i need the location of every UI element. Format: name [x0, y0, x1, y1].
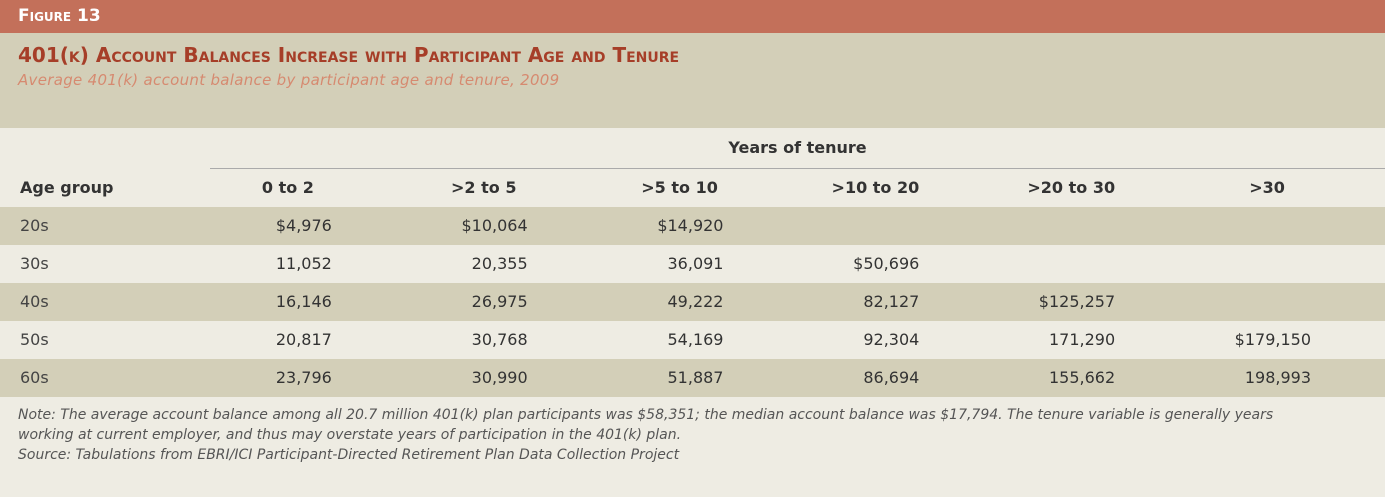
- column-header: 0 to 2: [261, 178, 314, 197]
- header-row: Age group 0 to 2 >2 to 5 >5 to 10 >10 to 20 >…: [0, 168, 1385, 207]
- figure-label: Figure 13: [0, 0, 1385, 33]
- cell: 82,127: [863, 292, 920, 311]
- source: Source: Tabulations from EBRI/ICI Partic…: [18, 446, 680, 463]
- table-row: 20s $4,976 $10,064 $14,920: [0, 206, 1385, 245]
- empty-cell: [993, 245, 1189, 283]
- table-body: 20s $4,976 $10,064 $14,920 30s 11,052 20,355 36…: [0, 206, 1385, 397]
- cell: $125,257: [1038, 292, 1116, 311]
- note: Note: The average account balance among …: [18, 406, 1274, 443]
- title: 401(k) Account Balances Increase with Pa…: [18, 43, 680, 67]
- footer: Note: The average account balance among …: [0, 397, 1385, 473]
- column-header: >5 to 10: [641, 178, 718, 197]
- cell: 11,052: [275, 254, 332, 273]
- row-label: 60s: [20, 368, 49, 387]
- column-header: >20 to 30: [1027, 178, 1116, 197]
- cell: 51,887: [667, 368, 724, 387]
- cell: $14,920: [657, 216, 724, 235]
- cell: 16,146: [275, 292, 332, 311]
- table-row: 60s 23,796 30,990 51,887 86,694 155,662 198,99…: [0, 358, 1385, 397]
- column-header: >30: [1249, 178, 1285, 197]
- subtitle: Average 401(k) account balance by partic…: [18, 71, 560, 89]
- empty-cell: [993, 207, 1189, 245]
- cell: 198,993: [1244, 368, 1311, 387]
- cell: 20,355: [471, 254, 528, 273]
- spacer: [0, 128, 210, 168]
- table: Years of tenure Age group 0 to 2 >2 to 5 >5…: [0, 128, 1385, 397]
- column-header: >10 to 20: [831, 178, 920, 197]
- cell: $4,976: [275, 216, 332, 235]
- cell: 155,662: [1048, 368, 1116, 387]
- cell: $179,150: [1234, 330, 1311, 349]
- empty-cell: [797, 207, 993, 245]
- empty-cell: [1189, 207, 1385, 245]
- cell: 30,990: [471, 368, 528, 387]
- table-row: 50s 20,817 30,768 54,169 92,304 171,290 $179,1…: [0, 320, 1385, 359]
- row-label: 30s: [20, 254, 49, 273]
- table-row: 40s 16,146 26,975 49,222 82,127 $125,257: [0, 282, 1385, 321]
- cell: 92,304: [863, 330, 920, 349]
- cell: 54,169: [667, 330, 724, 349]
- cell: 36,091: [667, 254, 724, 273]
- column-header: Age group: [20, 177, 114, 197]
- column-header: >2 to 5: [451, 178, 517, 197]
- row-label: 20s: [20, 216, 49, 235]
- row-label: 50s: [20, 330, 49, 349]
- empty-cell: [1189, 283, 1385, 321]
- cell: 20,817: [275, 330, 332, 349]
- group-header: Years of tenure: [210, 128, 1385, 169]
- cell: 49,222: [667, 292, 724, 311]
- cell: 86,694: [863, 368, 920, 387]
- cell: 23,796: [275, 368, 332, 387]
- empty-cell: [1189, 245, 1385, 283]
- cell: 171,290: [1048, 330, 1116, 349]
- table-row: 30s 11,052 20,355 36,091 $50,696: [0, 244, 1385, 283]
- row-label: 40s: [20, 292, 49, 311]
- cell: 30,768: [471, 330, 528, 349]
- cell: $50,696: [853, 254, 920, 273]
- header: 401(k) Account Balances Increase with Pa…: [0, 33, 1385, 128]
- cell: $10,064: [461, 216, 528, 235]
- cell: 26,975: [471, 292, 528, 311]
